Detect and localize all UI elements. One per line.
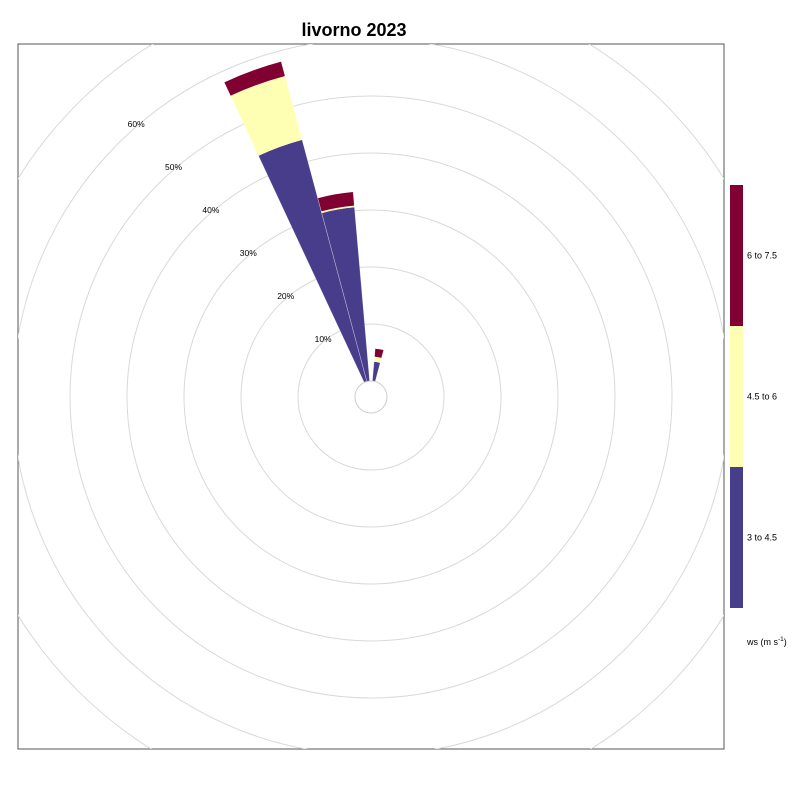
chart-title: livorno 2023: [301, 20, 406, 40]
radial-tick-label: 10%: [315, 334, 332, 344]
radial-tick-label: 40%: [202, 205, 219, 215]
legend-swatch: [730, 467, 743, 608]
sector-edge: [280, 61, 372, 398]
radial-tick-labels: 10% 20% 30% 40% 50% 60%: [128, 119, 332, 344]
wind-sectors: [224, 61, 384, 398]
sector-edge: [224, 82, 372, 398]
sector-10-bin-2: [374, 348, 384, 358]
legend-swatch: [730, 326, 743, 467]
grid-circle: [183, 209, 559, 585]
grid-circle: [126, 152, 616, 642]
sector-edge: [317, 198, 372, 398]
grid-circle: [297, 323, 445, 471]
sector-10-bin-1: [374, 356, 382, 363]
legend-label: 3 to 4.5: [747, 533, 777, 543]
sector-edge: [352, 191, 372, 398]
calm-circle: [354, 380, 388, 414]
legend-label: 4.5 to 6: [747, 392, 777, 402]
grid-circle: [240, 266, 502, 528]
radial-tick-label: 50%: [165, 162, 182, 172]
legend-title: ws (m s-1): [746, 636, 787, 647]
legend: 3 to 4.5 4.5 to 6 6 to 7.5 ws (m s-1): [730, 185, 787, 647]
sector-340-bin-1: [230, 75, 303, 156]
radial-tick-label: 30%: [240, 248, 257, 258]
plot-frame: [17, 43, 725, 750]
sector-350-bin-2: [317, 191, 355, 212]
legend-label: 6 to 7.5: [747, 251, 777, 261]
legend-swatch: [730, 185, 743, 326]
radial-tick-label: 60%: [128, 119, 145, 129]
sector-350-bin-0: [321, 207, 371, 397]
grid-circle: [69, 95, 673, 699]
radial-tick-label: 20%: [277, 291, 294, 301]
sector-340-bin-2: [224, 61, 285, 96]
sector-350-bin-1: [321, 205, 355, 214]
sector-340-bin-0: [258, 139, 371, 397]
